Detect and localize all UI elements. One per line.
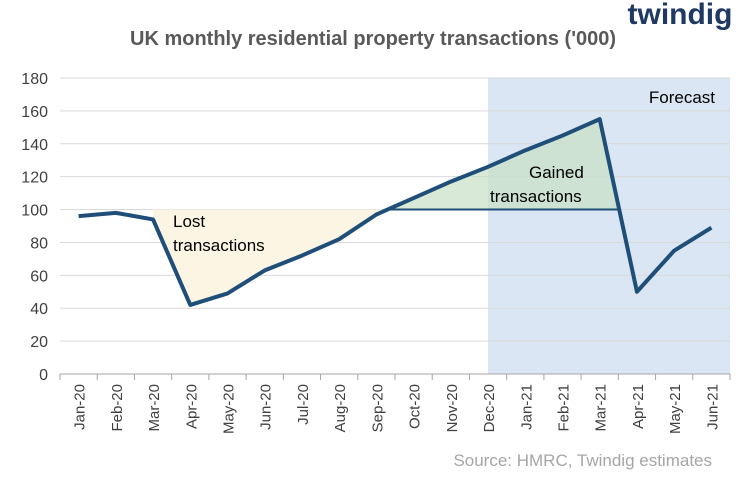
- x-tick-label: Apr-20: [183, 384, 200, 429]
- forecast-label: Forecast: [649, 88, 715, 107]
- x-tick-label: Oct-20: [407, 384, 424, 429]
- x-tick-label: Jul-20: [295, 384, 312, 425]
- x-tick-label: Aug-20: [332, 384, 349, 432]
- x-tick-label: Jun-20: [258, 384, 275, 430]
- y-tick-label: 60: [30, 268, 48, 285]
- y-tick-label: 100: [21, 203, 48, 220]
- gained-label: Gained: [529, 163, 584, 182]
- x-tick-label: Apr-21: [630, 384, 647, 429]
- forecast-area: [488, 78, 730, 374]
- y-tick-label: 160: [21, 104, 48, 121]
- gained-area: [387, 119, 620, 210]
- y-tick-label: 140: [21, 137, 48, 154]
- x-tick-label: Mar-20: [146, 384, 163, 432]
- y-tick-label: 0: [39, 367, 48, 384]
- chart-title: UK monthly residential property transact…: [130, 28, 616, 50]
- lost-label: transactions: [173, 236, 265, 255]
- data-line: [78, 117, 713, 307]
- gained-label: transactions: [490, 187, 582, 206]
- x-tick-label: Jun-21: [704, 384, 721, 430]
- logo: twindig: [628, 0, 733, 31]
- x-tick-label: Jan-21: [518, 384, 535, 430]
- x-tick-label: Feb-21: [556, 384, 573, 432]
- y-tick-label: 40: [30, 301, 48, 318]
- lost-label: Lost: [173, 212, 205, 231]
- x-tick-label: May-21: [667, 384, 684, 434]
- y-tick-label: 80: [30, 235, 48, 252]
- x-tick-label: Sep-20: [369, 384, 386, 432]
- x-tick-label: May-20: [221, 384, 238, 434]
- source: Source: HMRC, Twindig estimates: [453, 451, 712, 470]
- x-tick-label: Dec-20: [481, 384, 498, 432]
- x-tick-label: Nov-20: [444, 384, 461, 432]
- y-tick-label: 180: [21, 71, 48, 88]
- x-tick-label: Jan-20: [72, 384, 89, 430]
- y-tick-label: 20: [30, 334, 48, 351]
- x-tick-label: Feb-20: [109, 384, 126, 432]
- y-tick-label: 120: [21, 170, 48, 187]
- x-tick-label: Mar-21: [593, 384, 610, 432]
- lost-area: [153, 209, 388, 305]
